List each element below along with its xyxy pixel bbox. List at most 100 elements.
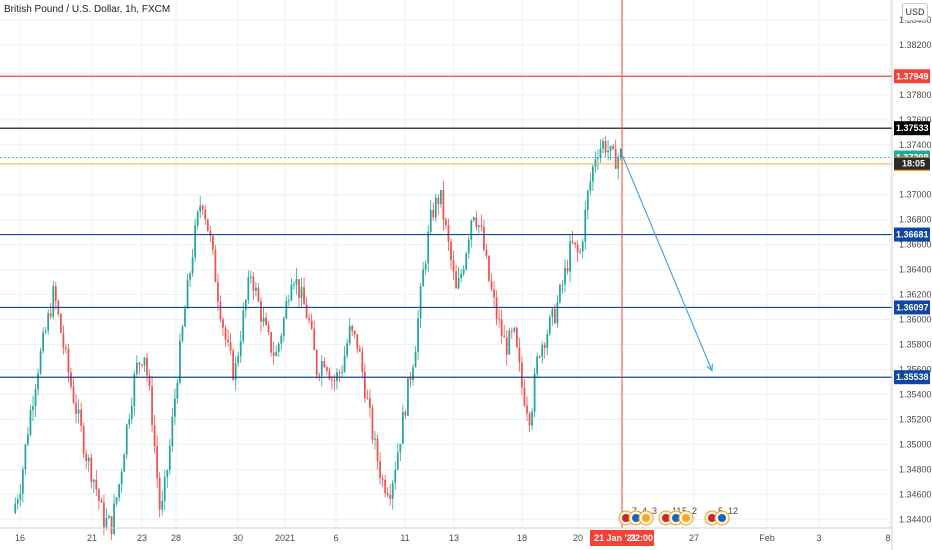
candle-body — [401, 411, 404, 444]
candle-body — [404, 411, 407, 416]
price-badge-label: 1.35538 — [896, 372, 929, 382]
candle-body — [44, 330, 47, 333]
event-count: 2 — [692, 506, 697, 516]
candle-body — [163, 477, 166, 501]
candle-body — [381, 478, 384, 480]
candle-body — [232, 350, 235, 380]
candle-body — [513, 327, 516, 332]
candle-body — [369, 398, 371, 408]
candle-body — [262, 317, 265, 322]
candle-body — [571, 241, 574, 243]
candle-body — [65, 347, 67, 349]
x-tick-label: 21 — [87, 533, 97, 543]
candle-body — [295, 279, 298, 285]
candle-body — [209, 230, 212, 236]
candle-body — [409, 378, 412, 381]
candle-body — [465, 253, 468, 270]
candle-body — [488, 255, 490, 281]
horizontal-levels — [0, 75, 892, 378]
candle-body — [455, 271, 457, 289]
candle-body — [16, 499, 19, 504]
time-axis: 16 21 23 28 30 2021 6 11 13 18 20 27 Feb 3 8 — [15, 533, 891, 543]
currency-button[interactable]: USD — [902, 3, 928, 21]
candle-body — [222, 319, 224, 328]
x-tick-label: 2021 — [275, 533, 295, 543]
candle-body — [201, 205, 204, 210]
candle-body — [336, 372, 338, 381]
y-tick-label: 1.35600 — [899, 364, 932, 374]
candle-body — [439, 190, 442, 205]
candle-body — [396, 452, 399, 470]
candle-body — [77, 409, 80, 414]
candle-body — [32, 406, 34, 411]
candle-body — [477, 225, 480, 227]
candlestick-series — [14, 135, 622, 540]
candle-body — [521, 362, 523, 388]
candle-body — [82, 426, 85, 454]
candle-body — [457, 278, 460, 289]
candle-body — [204, 209, 207, 220]
y-tick-label: 1.35000 — [899, 439, 932, 449]
candle-body — [609, 145, 612, 151]
candle-body — [389, 494, 392, 499]
candle-body — [358, 348, 361, 352]
projection-arrow — [621, 154, 713, 372]
price-badge-support — [894, 227, 930, 242]
candle-body — [211, 235, 214, 250]
candle-body — [523, 387, 526, 406]
candle-body — [249, 276, 252, 278]
event-flag-eu[interactable]: 2 — [678, 506, 697, 526]
event-count: 3 — [652, 506, 657, 516]
candle-body — [80, 409, 83, 427]
y-tick-label: 1.36400 — [899, 265, 932, 275]
chart-grid — [0, 0, 892, 528]
x-tick-label: 27 — [689, 533, 699, 543]
price-badge-label: 1.36681 — [896, 230, 929, 240]
candle-body — [376, 438, 379, 462]
candle-body — [437, 197, 440, 205]
y-tick-label: 1.38200 — [899, 40, 932, 50]
y-tick-label: 1.36600 — [899, 240, 932, 250]
candle-body — [515, 327, 518, 348]
candle-body — [374, 438, 376, 440]
candle-body — [333, 380, 336, 382]
candle-body — [594, 159, 597, 167]
candle-body — [87, 457, 90, 462]
candle-body — [546, 334, 549, 348]
candle-body — [450, 241, 452, 261]
candle-body — [498, 318, 501, 320]
candle-body — [353, 330, 356, 335]
candle-body — [612, 145, 615, 149]
event-flag-us[interactable]: 12 — [714, 506, 738, 526]
candle-body — [576, 244, 579, 253]
candle-body — [85, 453, 88, 462]
candle-body — [328, 370, 331, 380]
candle-body — [569, 241, 571, 272]
candle-body — [270, 332, 273, 353]
candle-body — [151, 386, 153, 426]
candle-body — [325, 367, 328, 371]
candle-body — [19, 493, 22, 500]
candle-body — [166, 470, 169, 478]
candle-body — [280, 335, 283, 344]
candle-body — [384, 479, 387, 494]
candle-body — [308, 317, 311, 321]
candle-body — [452, 260, 455, 272]
candle-body — [199, 205, 202, 212]
price-badge-label: 1.37949 — [896, 71, 929, 81]
price-axis: 1.384001.382001.378001.376001.374001.370… — [899, 15, 932, 524]
candle-body — [186, 279, 189, 309]
candle-body — [419, 286, 422, 319]
candle-body — [543, 344, 546, 348]
candle-body — [310, 320, 313, 329]
candle-body — [237, 355, 240, 364]
candle-body — [242, 310, 245, 342]
candle-body — [589, 181, 592, 191]
projection-arrow-line[interactable] — [621, 154, 713, 371]
candle-body — [561, 284, 564, 286]
x-tick-label: Feb — [759, 533, 775, 543]
y-tick-label: 1.36200 — [899, 290, 932, 300]
event-flag-eu[interactable]: 3 — [638, 506, 657, 526]
candle-body — [604, 140, 607, 153]
